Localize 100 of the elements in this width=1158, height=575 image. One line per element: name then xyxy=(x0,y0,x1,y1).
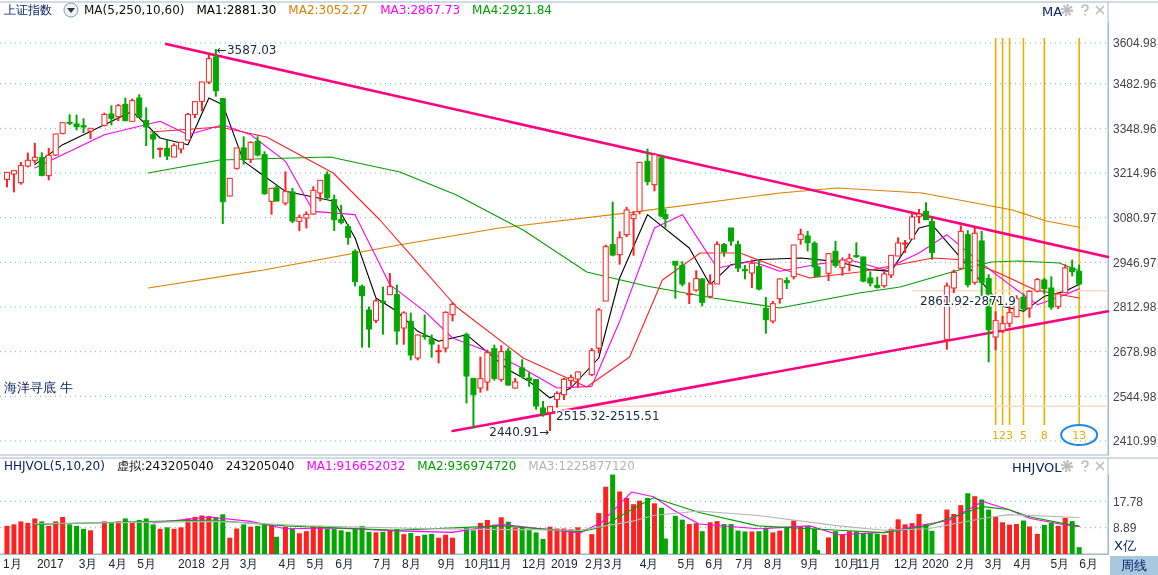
x-tick-label: 2月 xyxy=(955,556,975,571)
bar xyxy=(846,531,852,554)
bar xyxy=(108,522,114,554)
ref-line-label: 1 xyxy=(992,429,1000,442)
bar xyxy=(81,528,87,554)
bar xyxy=(443,534,449,554)
candlestick xyxy=(769,300,776,325)
bar xyxy=(1041,524,1047,554)
bar xyxy=(777,530,783,554)
candlestick xyxy=(136,93,143,119)
bar xyxy=(234,528,240,554)
chart-title: 上证指数 xyxy=(4,3,52,17)
candlestick xyxy=(735,239,741,273)
candlestick xyxy=(386,272,393,296)
candlestick xyxy=(748,258,755,289)
candlestick xyxy=(519,358,526,380)
bar xyxy=(972,496,978,554)
x-tick-label: 3月 xyxy=(78,556,98,571)
bar xyxy=(860,532,866,554)
bar xyxy=(171,528,177,554)
candlestick xyxy=(588,347,595,377)
candlestick xyxy=(366,305,372,349)
text: 243205040 xyxy=(225,459,295,473)
x-tick-label: 2月 xyxy=(211,556,231,571)
candlestick xyxy=(247,140,254,164)
candlestick xyxy=(609,200,616,258)
candlestick xyxy=(359,283,366,349)
candlestick xyxy=(400,310,407,346)
text: MA xyxy=(1042,4,1063,19)
x-tick-label: 11月 xyxy=(856,556,882,571)
x-tick-label: 9月 xyxy=(800,556,820,571)
x-tick-label: 2018 xyxy=(178,556,206,571)
x-tick-label: 9月 xyxy=(437,556,457,571)
bar xyxy=(1000,522,1006,554)
candlestick xyxy=(693,269,700,293)
candlestick xyxy=(755,258,762,292)
x-tick-label: 7月 xyxy=(735,556,754,571)
candlestick xyxy=(150,130,157,160)
y-axis-title: X亿 xyxy=(1114,538,1136,553)
bar xyxy=(699,531,705,554)
bar xyxy=(958,505,964,554)
x-tick-label: 4月 xyxy=(639,556,659,571)
y-tick-label: 3080.97 xyxy=(1113,211,1157,226)
bar xyxy=(791,520,797,554)
bar xyxy=(770,532,776,554)
x-tick-label: 11月 xyxy=(487,556,513,571)
x-tick-label: 5月 xyxy=(306,556,326,571)
y-tick-label: 3482.96 xyxy=(1113,77,1157,92)
bar xyxy=(986,509,992,554)
bar xyxy=(944,509,950,554)
bar xyxy=(1026,526,1032,554)
candlestick xyxy=(470,377,477,430)
ref-line-label: 3 xyxy=(1006,429,1014,442)
candlestick xyxy=(345,223,352,246)
y-tick-label: 3604.98 xyxy=(1113,36,1157,51)
bar xyxy=(749,531,755,554)
bar xyxy=(366,531,372,554)
ref-line-label: 5 xyxy=(1019,429,1027,442)
bar xyxy=(227,537,233,554)
y-tick-label: 8.89 xyxy=(1113,521,1137,535)
bar xyxy=(1076,547,1082,554)
x-tick-label: 6月 xyxy=(335,556,354,571)
bar xyxy=(11,524,17,554)
x-tick-label: 12月 xyxy=(893,556,920,571)
y-tick-label: 2812.98 xyxy=(1113,300,1157,315)
candlestick xyxy=(233,147,240,171)
bar xyxy=(993,516,999,554)
y-tick-label: 2544.98 xyxy=(1113,389,1157,404)
bar xyxy=(429,533,435,554)
bar xyxy=(415,535,421,554)
x-tick-label: 5月 xyxy=(677,556,697,571)
bar xyxy=(255,525,261,554)
bar xyxy=(303,531,309,554)
bar xyxy=(902,524,908,554)
bar xyxy=(18,521,24,554)
x-tick-label: 2019 xyxy=(551,556,579,571)
bar xyxy=(289,528,295,554)
candlestick xyxy=(421,313,428,341)
x-tick-label: 2月 xyxy=(584,556,604,571)
bar xyxy=(248,526,254,554)
bar xyxy=(4,525,10,554)
x-tick-label: 4月 xyxy=(1013,556,1033,571)
bar xyxy=(25,522,31,554)
bar xyxy=(651,503,657,554)
line-series xyxy=(147,187,1080,289)
y-tick-label: 2678.98 xyxy=(1113,345,1157,360)
bar xyxy=(826,537,832,554)
bar xyxy=(436,537,442,554)
candlestick xyxy=(143,106,150,147)
bar xyxy=(512,527,518,554)
bar xyxy=(408,532,414,554)
bar xyxy=(241,524,247,554)
bar xyxy=(115,521,121,554)
bar xyxy=(157,528,163,554)
bar xyxy=(53,521,59,554)
bar xyxy=(596,513,602,554)
x-tick-label: 3月 xyxy=(984,556,1004,571)
bar xyxy=(895,519,901,554)
text: 周线 xyxy=(1121,558,1147,573)
bar xyxy=(74,525,80,554)
